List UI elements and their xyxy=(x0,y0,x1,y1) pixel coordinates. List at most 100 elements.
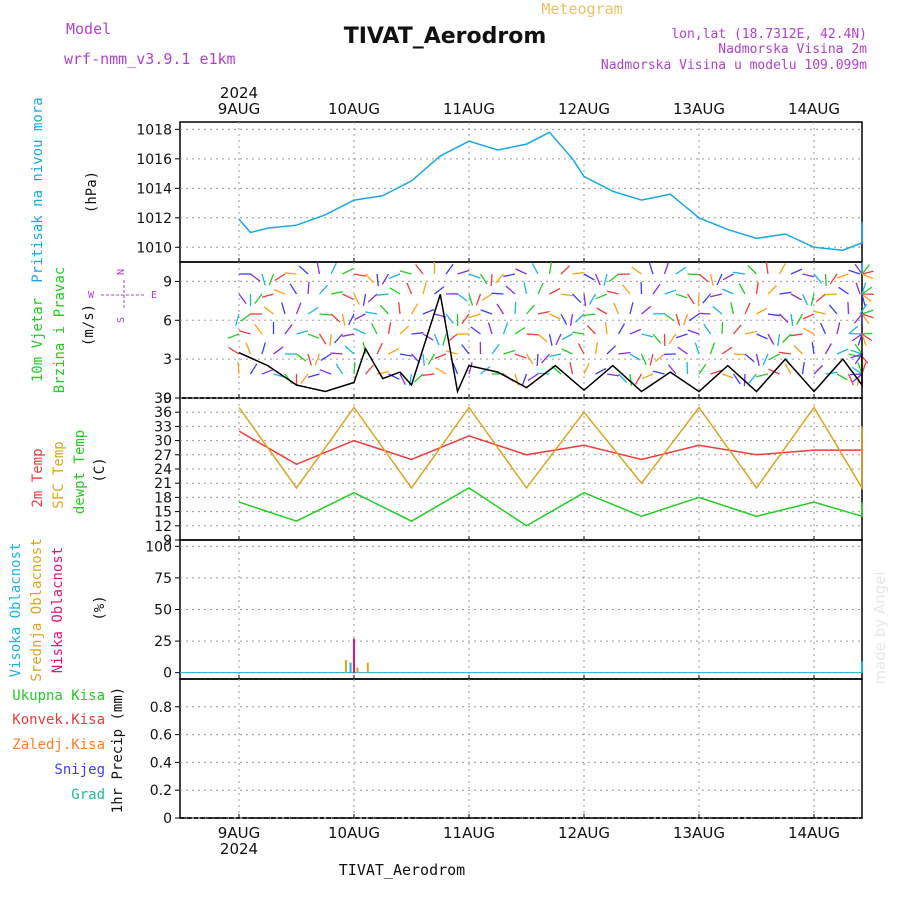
wind-arrow xyxy=(861,270,874,275)
wind-arrow xyxy=(422,373,435,376)
wind-arrow xyxy=(698,273,709,283)
wind-arrow xyxy=(295,302,302,315)
wind-arrow xyxy=(836,273,849,279)
wind-arrow xyxy=(687,273,700,276)
wind-arrow xyxy=(779,351,792,355)
wind-arrow xyxy=(687,329,700,335)
wind-arrow xyxy=(824,273,827,287)
wind-arrow xyxy=(515,268,527,275)
wind-arrow xyxy=(406,282,413,295)
time-tick-bottom: 13AUG xyxy=(673,824,725,842)
wind-arrow xyxy=(435,367,447,375)
wind-arrow xyxy=(523,282,528,295)
precip-unit: 1hr Precip (mm) xyxy=(110,687,126,813)
year-label-bottom: 2024 xyxy=(220,840,258,858)
wind-arrow xyxy=(748,373,757,384)
wind-arrow xyxy=(733,324,742,335)
wind-arrow xyxy=(702,293,711,304)
wind-arrow xyxy=(399,270,412,275)
wind-arrow xyxy=(802,313,815,320)
wind-arrow xyxy=(307,281,310,295)
wind-arrow xyxy=(675,313,681,326)
wind-arrow xyxy=(561,333,573,341)
wind-arrow xyxy=(721,346,733,355)
wind-arrow xyxy=(698,312,711,315)
wind-arrow xyxy=(790,333,803,337)
wind-arrow xyxy=(560,293,574,297)
wind-arrow xyxy=(663,262,670,275)
wind-arrow xyxy=(238,330,251,335)
wind-arrow xyxy=(531,263,539,275)
pressure-ylabel: Pritisak na nivou mora (hPa) xyxy=(30,97,100,282)
wind-speed-line xyxy=(238,294,863,395)
wind-arrow xyxy=(803,327,815,335)
wind-arrow xyxy=(461,344,470,355)
y-tick-label: 0 xyxy=(163,811,172,827)
wind-arrow xyxy=(606,345,617,355)
y-tick-label: 9 xyxy=(163,274,172,290)
wind-arrow xyxy=(479,273,488,285)
wind-arrow xyxy=(298,265,309,275)
wind-arrow xyxy=(413,373,424,383)
wind-arrow xyxy=(861,264,871,275)
model-name: wrf-nmm_v3.9.1 e1km xyxy=(64,50,236,68)
wind-arrow xyxy=(829,273,838,285)
wind-arrow xyxy=(228,347,240,355)
wind-arrow xyxy=(387,322,392,335)
low-cloud-label: Niska Oblacnost xyxy=(50,547,66,673)
wind-arrow xyxy=(273,289,286,295)
wind-arrow xyxy=(569,313,574,327)
wind-arrow xyxy=(268,273,275,286)
wind-arrow xyxy=(314,353,321,366)
wind-arrow xyxy=(825,371,838,375)
clouds-ylabel: Visoka Oblacnost Srednja Oblacnost Niska… xyxy=(8,538,108,681)
wind-arrow xyxy=(810,293,815,306)
wind-arrow xyxy=(583,273,595,281)
wind-arrow xyxy=(853,313,863,324)
wind-arrow xyxy=(560,313,568,325)
precip-legend: Ukupna Kisa Konvek.Kisa Zaledj.Kisa Snij… xyxy=(12,687,126,813)
wind-arrow xyxy=(782,333,792,343)
wind-arrow xyxy=(747,265,757,275)
y-tick-label: 0.4 xyxy=(150,755,172,771)
wind-arrow xyxy=(767,285,777,295)
wind-arrow xyxy=(744,330,757,335)
compass-south: S xyxy=(116,317,127,323)
wind-arrow xyxy=(722,288,734,295)
wind-arrow xyxy=(682,313,689,326)
wind-arrow xyxy=(847,373,854,386)
wind-arrow xyxy=(526,304,535,315)
legend-total-precip: Ukupna Kisa xyxy=(12,688,105,704)
y-tick-label: 100 xyxy=(145,539,172,555)
wind-arrow xyxy=(481,293,493,302)
wind-arrow xyxy=(849,373,863,376)
panel-clouds: 0 25 50 75 100 xyxy=(145,539,863,682)
wind-arrow xyxy=(813,273,823,284)
wind-arrow xyxy=(342,293,354,300)
wind-arrow xyxy=(470,326,481,335)
wind-arrow xyxy=(648,262,654,275)
wind-arrow xyxy=(434,286,445,295)
wind-arrow xyxy=(445,313,454,324)
wind-arrow xyxy=(447,333,458,342)
wind-arrow xyxy=(427,353,436,365)
wind-arrow xyxy=(319,369,332,375)
wind-arrow xyxy=(376,342,383,355)
wind-arrow xyxy=(838,286,849,295)
t2m-line xyxy=(238,430,863,466)
wind-arrow xyxy=(381,273,390,285)
wind-arrow xyxy=(261,369,274,375)
wind-arrow xyxy=(738,283,746,295)
wind-arrow xyxy=(606,290,619,295)
wind-arrow xyxy=(744,353,755,363)
legend-conv-precip: Konvek.Kisa xyxy=(12,712,105,728)
wind-arrow xyxy=(560,265,571,275)
panel-wind: 0 3 6 9 xyxy=(163,261,875,407)
y-tick-label: 12 xyxy=(154,519,172,535)
wind-arrow xyxy=(422,353,425,366)
pressure-unit: (hPa) xyxy=(84,171,100,213)
wind-arrow xyxy=(319,313,332,316)
wind-arrow xyxy=(422,333,434,341)
cloud-bar xyxy=(344,660,347,673)
